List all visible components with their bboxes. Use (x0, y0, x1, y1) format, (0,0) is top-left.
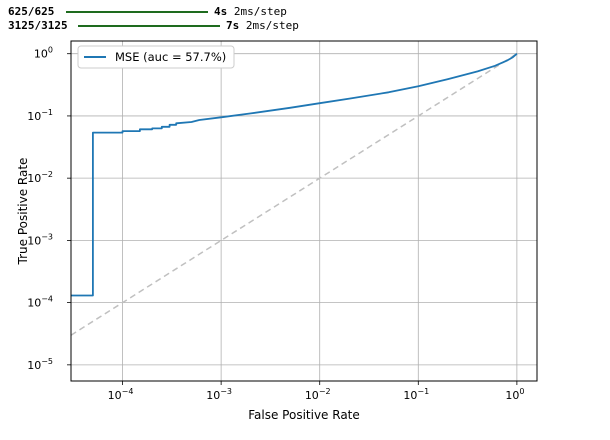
y-tick-label: 10−4 (27, 295, 53, 310)
y-tick-label: 10−5 (27, 357, 53, 372)
progress-line-2: 3125/3125 7s 2ms/step (8, 20, 299, 32)
progress-bar (66, 11, 208, 13)
legend-box (77, 45, 235, 69)
legend: MSE (auc = 57.7%) (77, 45, 235, 69)
y-tick-label: 10−2 (27, 170, 53, 185)
y-tick-label: 10−1 (27, 108, 53, 123)
progress-rate: 2ms/step (245, 19, 299, 32)
plot-frame (70, 40, 538, 382)
x-axis-label: False Positive Rate (248, 408, 360, 422)
chance-diagonal-line (70, 53, 518, 336)
progress-steps: 625/625 (8, 5, 55, 18)
x-tick-label: 10−2 (305, 387, 331, 402)
tick-group: 10−4 10−3 10−2 10−1 100 10−5 10−4 10−3 10−2 10−1 1… (27, 46, 524, 402)
series-group (70, 53, 518, 336)
grid-lines (71, 41, 537, 381)
progress-rate: 2ms/step (233, 5, 287, 18)
x-tick-label: 10−3 (206, 387, 232, 402)
x-tick-label: 100 (505, 387, 524, 402)
y-axis-label: True Positive Rate (16, 158, 30, 266)
progress-steps: 3125/3125 (8, 19, 68, 32)
progress-time: 7s (226, 19, 240, 32)
y-tick-label: 10−3 (27, 232, 53, 247)
progress-line-1: 625/625 4s 2ms/step (8, 6, 287, 18)
progress-time: 4s (214, 5, 228, 18)
y-tick-label: 100 (34, 46, 53, 61)
progress-bar (78, 25, 220, 27)
legend-label: MSE (auc = 57.7%) (115, 50, 226, 64)
x-tick-label: 10−1 (403, 387, 429, 402)
x-tick-label: 10−4 (108, 387, 134, 402)
roc-curve-line (71, 53, 518, 297)
